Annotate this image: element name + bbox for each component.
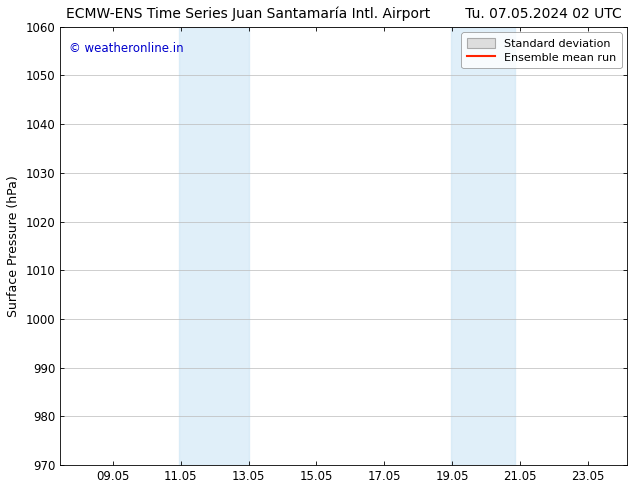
- Text: © weatheronline.in: © weatheronline.in: [68, 42, 183, 55]
- Bar: [179, 27, 249, 465]
- Bar: [451, 27, 515, 465]
- Title: ECMW-ENS Time Series Juan Santamaría Intl. Airport        Tu. 07.05.2024 02 UTC: ECMW-ENS Time Series Juan Santamaría Int…: [66, 7, 621, 22]
- Legend: Standard deviation, Ensemble mean run: Standard deviation, Ensemble mean run: [462, 32, 621, 68]
- Y-axis label: Surface Pressure (hPa): Surface Pressure (hPa): [7, 175, 20, 317]
